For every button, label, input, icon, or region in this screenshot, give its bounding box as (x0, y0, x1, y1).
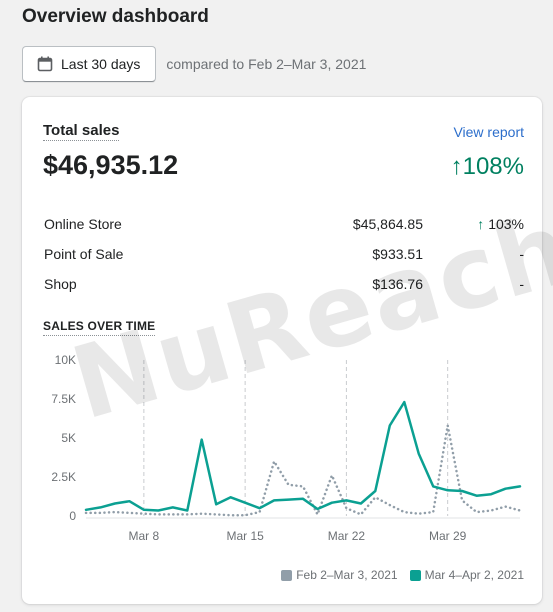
calendar-icon (37, 56, 53, 72)
total-sales-value: $46,935.12 (43, 150, 179, 180)
y-tick-label: 2.5K (51, 470, 76, 484)
total-change-value: 108% (462, 153, 524, 180)
total-sales-change: ↑108% (451, 153, 524, 181)
channel-change-value: 103% (488, 216, 524, 232)
legend-item-current[interactable]: Mar 4–Apr 2, 2021 (409, 568, 524, 582)
legend-label-previous: Feb 2–Mar 3, 2021 (296, 568, 398, 582)
channel-label: Online Store (44, 216, 122, 232)
x-tick-label: Mar 15 (226, 529, 264, 543)
channel-change: - (519, 246, 524, 262)
card-title[interactable]: Total sales (43, 122, 120, 141)
channel-change: ↑ 103% (423, 216, 524, 232)
comparison-text: compared to Feb 2–Mar 3, 2021 (166, 56, 367, 72)
arrow-up-icon: ↑ (450, 153, 463, 180)
page-title: Overview dashboard (22, 6, 209, 27)
sales-over-time-chart: 0 2.5K 5K 7.5K 10K Mar 8 Mar 15 Mar 22 Mar 29 (51, 353, 522, 543)
legend-label-current: Mar 4–Apr 2, 2021 (424, 568, 524, 582)
legend-swatch-current (409, 569, 421, 581)
y-tick-label: 5K (61, 431, 76, 445)
date-filter-row: Last 30 days compared to Feb 2–Mar 3, 20… (22, 46, 366, 82)
series-line-current (84, 400, 522, 512)
breakdown-row-online-store: Online Store $45,864.85 ↑ 103% (44, 209, 524, 239)
sales-breakdown: Online Store $45,864.85 ↑ 103% Point of … (44, 209, 524, 299)
breakdown-row-shop: Shop $136.76 - (44, 269, 524, 299)
channel-label: Point of Sale (44, 246, 124, 262)
series-line-previous (84, 424, 522, 517)
chart-title[interactable]: SALES OVER TIME (43, 319, 156, 336)
x-tick-label: Mar 8 (129, 529, 160, 543)
total-sales-card: Total sales View report $46,935.12 ↑108%… (22, 97, 542, 604)
channel-amount: $136.76 (372, 276, 423, 292)
view-report-link[interactable]: View report (453, 124, 524, 140)
x-tick-label: Mar 29 (429, 529, 467, 543)
arrow-up-icon: ↑ (477, 216, 485, 232)
date-range-button[interactable]: Last 30 days (22, 46, 157, 82)
channel-amount: $45,864.85 (352, 216, 423, 232)
y-tick-label: 7.5K (51, 392, 76, 406)
legend-swatch-previous (281, 569, 293, 581)
x-tick-label: Mar 22 (328, 529, 366, 543)
legend-item-previous[interactable]: Feb 2–Mar 3, 2021 (281, 568, 398, 582)
y-tick-label: 0 (69, 509, 76, 523)
channel-label: Shop (44, 276, 77, 292)
channel-amount: $933.51 (372, 246, 423, 262)
date-range-label: Last 30 days (61, 56, 141, 72)
channel-change: - (519, 276, 524, 292)
y-tick-label: 10K (55, 353, 76, 367)
chart-legend: Feb 2–Mar 3, 2021 Mar 4–Apr 2, 2021 (269, 568, 524, 582)
breakdown-row-point-of-sale: Point of Sale $933.51 - (44, 239, 524, 269)
